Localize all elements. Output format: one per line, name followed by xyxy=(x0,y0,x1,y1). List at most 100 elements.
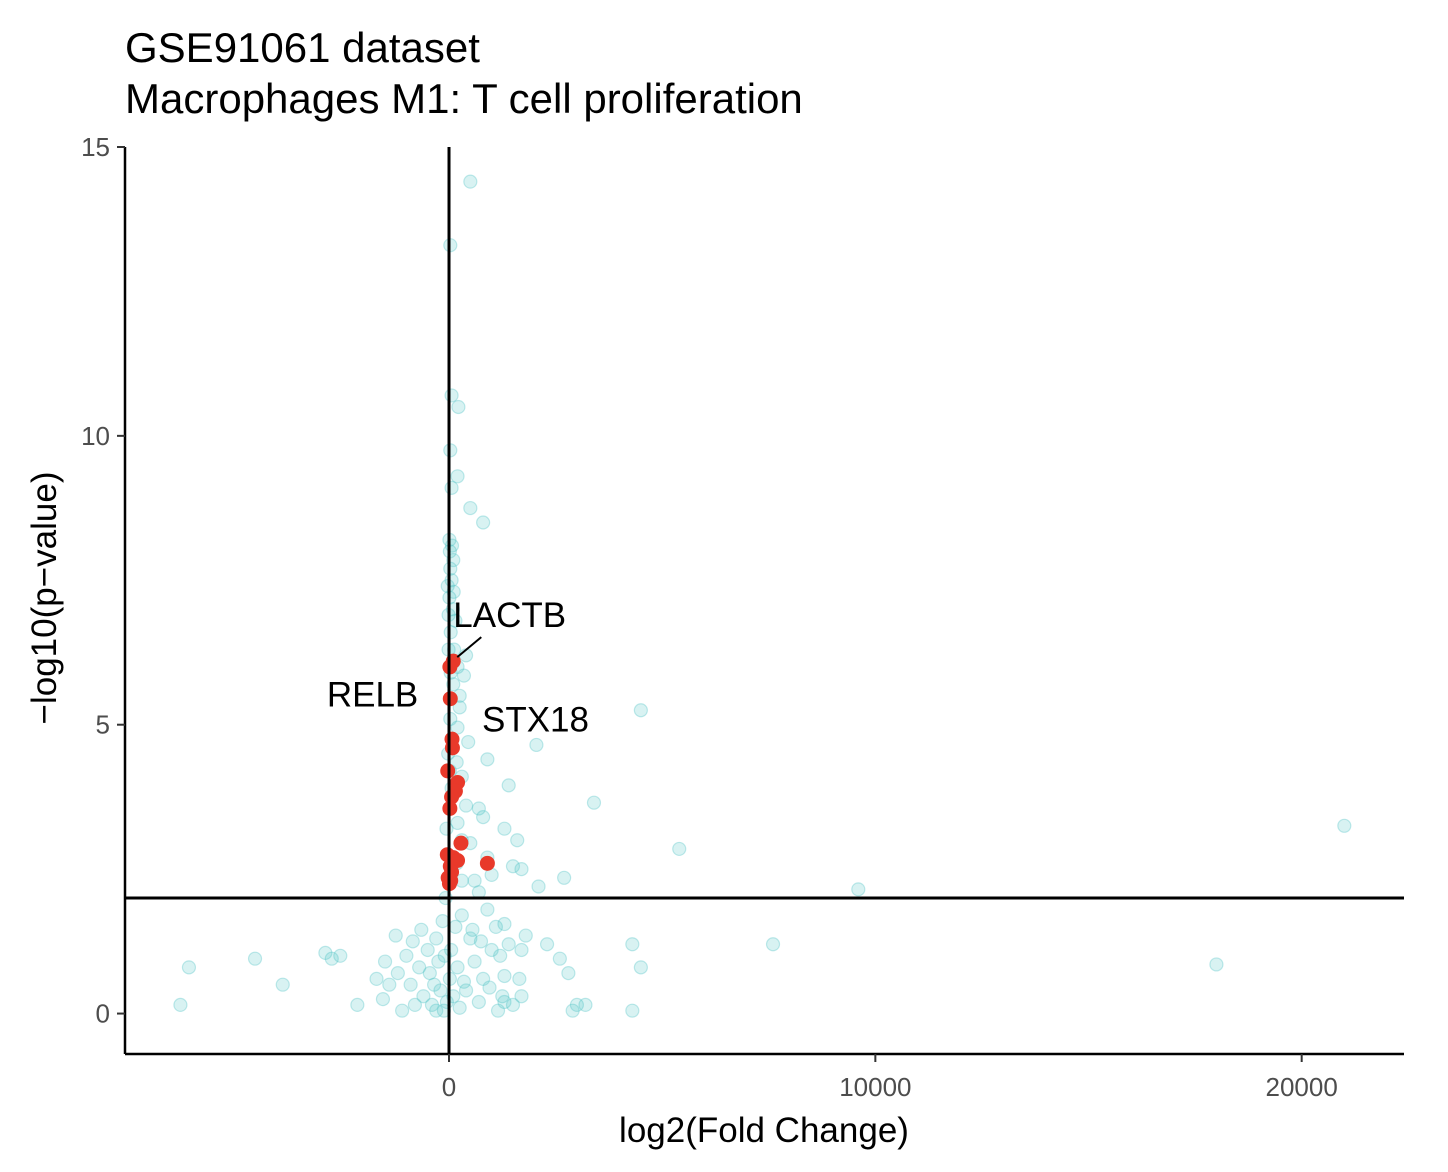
background-point xyxy=(420,942,435,958)
chart-title: GSE91061 dataset xyxy=(125,24,480,71)
background-point xyxy=(495,989,510,1004)
background-point xyxy=(578,997,593,1012)
background-point xyxy=(456,668,472,683)
background-point xyxy=(482,980,497,995)
background-point xyxy=(497,916,512,932)
y-tick-label: 15 xyxy=(81,132,110,162)
y-tick-label: 5 xyxy=(96,710,110,740)
gene-label-stx18: STX18 xyxy=(482,700,589,739)
background-point xyxy=(465,922,480,937)
background-point xyxy=(454,908,469,923)
background-point xyxy=(565,1003,580,1018)
background-point xyxy=(247,951,263,966)
background-point xyxy=(625,937,640,952)
background-point xyxy=(426,977,442,992)
background-point xyxy=(452,700,467,715)
background-point xyxy=(422,966,437,981)
background-point xyxy=(414,922,429,937)
background-point xyxy=(399,948,414,963)
background-point xyxy=(476,971,491,986)
background-point xyxy=(318,945,333,961)
background-point xyxy=(452,1000,467,1015)
background-point xyxy=(350,997,365,1012)
background-point xyxy=(424,997,440,1012)
background-point xyxy=(463,174,478,189)
background-point xyxy=(369,971,384,986)
background-point xyxy=(512,971,527,986)
background-point xyxy=(1209,957,1224,972)
background-point xyxy=(451,399,466,415)
background-point xyxy=(433,983,448,998)
background-point xyxy=(275,977,290,992)
background-point xyxy=(529,737,544,753)
highlighted-point xyxy=(479,855,495,871)
x-axis-title: log2(Fold Change) xyxy=(619,1111,909,1150)
background-point xyxy=(552,951,567,966)
background-point xyxy=(435,914,450,929)
background-point xyxy=(473,934,489,949)
background-point xyxy=(490,1003,506,1018)
background-point xyxy=(633,960,648,975)
background-point xyxy=(377,954,393,969)
x-tick-label: 0 xyxy=(442,1072,456,1102)
background-point xyxy=(514,989,529,1004)
background-point xyxy=(375,992,391,1007)
chart-subtitle: Macrophages M1: T cell proliferation xyxy=(125,75,803,122)
background-point xyxy=(531,879,546,894)
background-point xyxy=(450,469,465,484)
background-point xyxy=(672,841,687,857)
background-point xyxy=(518,928,533,943)
background-point xyxy=(514,942,529,958)
background-point xyxy=(181,960,197,975)
background-point xyxy=(412,960,427,975)
background-point xyxy=(557,870,572,885)
y-axis-title: −log10(p−value) xyxy=(25,472,64,725)
background-point xyxy=(450,720,465,735)
background-point xyxy=(395,1003,410,1018)
background-point xyxy=(429,931,444,946)
background-point xyxy=(333,948,348,963)
background-point xyxy=(497,994,512,1010)
background-point xyxy=(539,937,555,952)
background-point xyxy=(461,734,476,750)
background-point xyxy=(463,931,478,946)
background-point xyxy=(480,752,495,767)
background-point xyxy=(458,983,474,998)
background-point xyxy=(403,977,418,992)
background-point xyxy=(569,997,585,1012)
gene-label-relb: RELB xyxy=(327,676,418,715)
highlighted-point xyxy=(453,835,469,851)
background-point xyxy=(416,989,431,1004)
background-point xyxy=(173,997,188,1012)
background-point xyxy=(388,928,403,943)
background-point xyxy=(471,994,486,1010)
background-point xyxy=(501,937,516,952)
background-point xyxy=(444,480,459,495)
background-point xyxy=(324,951,339,966)
background-point xyxy=(851,882,866,897)
x-tick-label: 20000 xyxy=(1266,1072,1338,1102)
background-point xyxy=(505,859,521,874)
background-point xyxy=(405,934,420,949)
gene-label-leader xyxy=(456,636,482,658)
background-point xyxy=(625,1003,640,1018)
background-point xyxy=(765,937,781,952)
background-point xyxy=(450,960,465,975)
background-point xyxy=(493,948,508,963)
highlighted-point xyxy=(444,740,460,756)
background-points-layer xyxy=(173,174,1352,1018)
background-point xyxy=(1337,818,1352,833)
background-point xyxy=(407,997,423,1012)
background-point xyxy=(561,966,576,981)
background-point xyxy=(480,902,495,917)
y-tick-label: 10 xyxy=(81,421,110,451)
background-point xyxy=(514,862,529,877)
background-point xyxy=(586,795,602,810)
background-point xyxy=(443,625,458,640)
background-point xyxy=(476,810,491,825)
background-point xyxy=(458,798,474,813)
axes-layer: 0 5 10 15 0 10000 20000 xyxy=(81,132,1404,1102)
background-point xyxy=(444,388,459,403)
background-point xyxy=(444,538,460,553)
background-point xyxy=(463,500,478,516)
